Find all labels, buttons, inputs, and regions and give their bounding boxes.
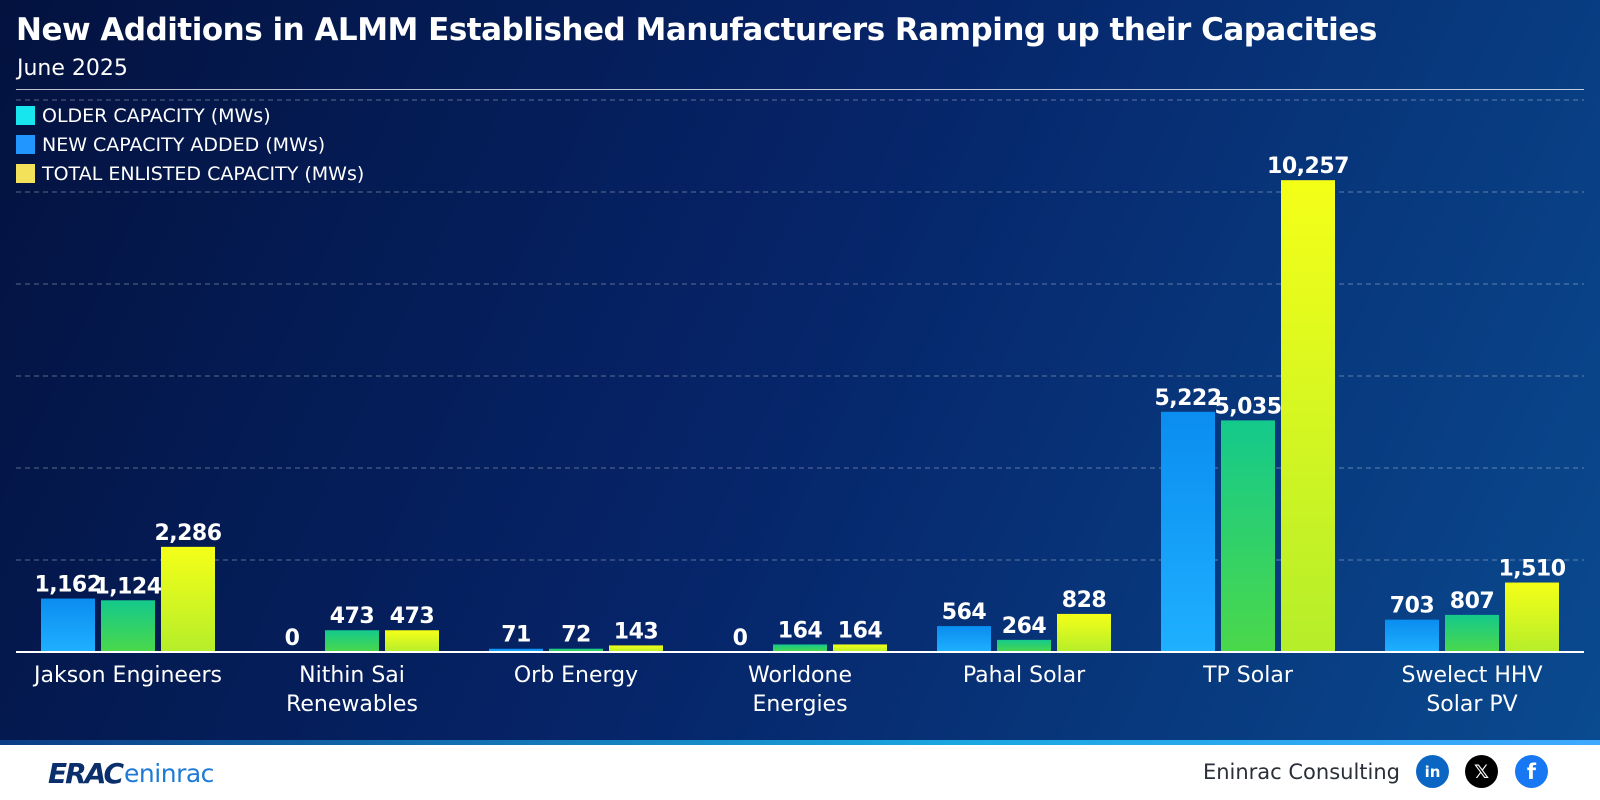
data-label: 5,222 (1154, 386, 1221, 411)
data-label: 1,124 (94, 574, 161, 599)
data-label: 143 (614, 619, 658, 644)
facebook-icon[interactable]: f (1515, 755, 1548, 788)
footer: ERAC eninrac Eninrac Consulting in 𝕏 f (0, 745, 1600, 800)
data-label: 1,510 (1498, 557, 1565, 582)
bar (1385, 619, 1439, 652)
bar (161, 546, 215, 652)
logo-text: eninrac (124, 759, 214, 788)
brand-name: Eninrac Consulting (1202, 760, 1400, 784)
legend-item-older: OLDER CAPACITY (MWs) (16, 101, 364, 130)
data-label: 72 (561, 623, 591, 648)
data-label: 2,286 (154, 521, 221, 546)
legend-swatch-older (16, 106, 35, 125)
data-label: 1,162 (34, 573, 101, 598)
title-divider (16, 89, 1584, 90)
bar (1221, 420, 1275, 652)
bar (609, 645, 663, 652)
linkedin-icon[interactable]: in (1416, 755, 1449, 788)
bar (101, 600, 155, 652)
legend-swatch-total (16, 164, 35, 183)
bar (1161, 411, 1215, 652)
legend-item-total: TOTAL ENLISTED CAPACITY (MWs) (16, 159, 364, 188)
bar (41, 598, 95, 652)
data-label: 10,257 (1267, 154, 1349, 179)
legend-swatch-new (16, 135, 35, 154)
chart-panel: New Additions in ALMM Established Manufa… (0, 0, 1600, 740)
data-label: 0 (733, 626, 748, 651)
legend-item-new: NEW CAPACITY ADDED (MWs) (16, 130, 364, 159)
category-label: Swelect HHV (1402, 663, 1543, 688)
legend-label-new: NEW CAPACITY ADDED (MWs) (42, 133, 326, 156)
category-label: Energies (752, 692, 847, 717)
data-label: 0 (285, 626, 300, 651)
chart-subtitle: June 2025 (17, 56, 128, 81)
bar (489, 648, 543, 652)
footer-accent-strip (0, 740, 1600, 745)
category-label: Worldone (748, 663, 852, 688)
category-label: Nithin Sai (299, 663, 405, 688)
data-label: 564 (942, 600, 987, 625)
data-label: 703 (1390, 594, 1434, 619)
data-label: 164 (778, 618, 823, 643)
data-label: 264 (1002, 614, 1047, 639)
data-label: 5,035 (1214, 394, 1281, 419)
chart-title: New Additions in ALMM Established Manufa… (16, 12, 1377, 48)
category-label: Solar PV (1426, 692, 1517, 717)
x-icon[interactable]: 𝕏 (1465, 755, 1498, 788)
category-label: Orb Energy (514, 663, 638, 688)
bar (549, 648, 603, 652)
data-label: 828 (1062, 588, 1106, 613)
legend: OLDER CAPACITY (MWs) NEW CAPACITY ADDED … (16, 101, 364, 188)
data-label: 473 (390, 604, 434, 629)
category-label: TP Solar (1202, 663, 1294, 688)
bar (773, 644, 827, 652)
data-label: 71 (501, 623, 531, 648)
logo-mark: ERAC (48, 757, 124, 790)
category-label: Renewables (286, 692, 418, 717)
bar (937, 626, 991, 652)
bar (385, 630, 439, 652)
data-label: 473 (330, 604, 374, 629)
category-label: Pahal Solar (963, 663, 1086, 688)
category-label: Jakson Engineers (32, 663, 222, 688)
legend-label-older: OLDER CAPACITY (MWs) (42, 104, 271, 127)
eninrac-logo[interactable]: ERAC eninrac (48, 757, 214, 790)
data-label: 164 (838, 618, 883, 643)
bar (997, 639, 1051, 652)
bar (1281, 180, 1335, 653)
bar (325, 630, 379, 652)
bar (1505, 582, 1559, 652)
legend-label-total: TOTAL ENLISTED CAPACITY (MWs) (42, 162, 365, 185)
bar (833, 644, 887, 652)
data-label: 807 (1450, 589, 1494, 614)
bar (1445, 614, 1499, 652)
bar (1057, 613, 1111, 652)
